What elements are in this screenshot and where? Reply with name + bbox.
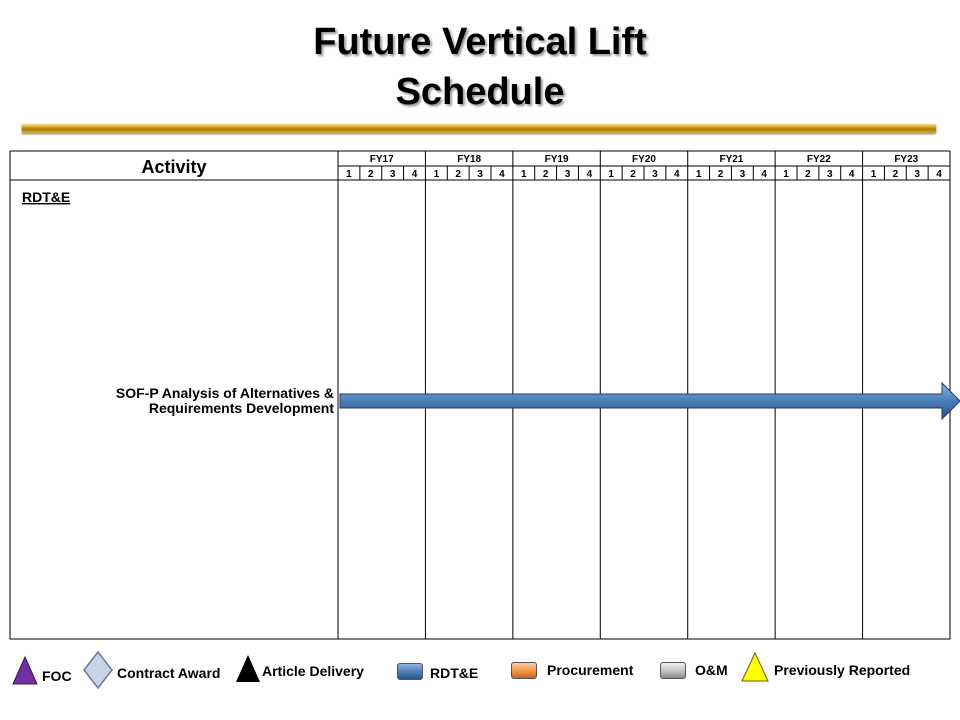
section-label-rdte: RDT&E (22, 189, 70, 205)
quarter-label: 4 (412, 169, 418, 180)
title-divider (22, 124, 936, 133)
quarter-label: 1 (783, 169, 789, 180)
legend-label-om: O&M (695, 662, 728, 678)
fiscal-year-label: FY22 (807, 154, 831, 165)
legend-swatch-rdte (397, 663, 423, 680)
quarter-label: 1 (346, 169, 352, 180)
quarter-label: 4 (587, 169, 593, 180)
quarter-label: 2 (455, 169, 461, 180)
fiscal-year-label: FY20 (632, 154, 656, 165)
quarter-label: 4 (674, 169, 680, 180)
quarter-label: 3 (827, 169, 833, 180)
fiscal-year-label: FY18 (457, 154, 481, 165)
quarter-label: 2 (543, 169, 549, 180)
legend-label-contract-award: Contract Award (117, 665, 221, 681)
quarter-label: 1 (871, 169, 877, 180)
fiscal-year-label: FY19 (545, 154, 569, 165)
quarter-label: 2 (718, 169, 724, 180)
task-label-line-1: SOF-P Analysis of Alternatives & (116, 385, 334, 401)
quarter-label: 4 (936, 169, 942, 180)
legend-swatch-procurement (511, 662, 537, 679)
task-bar-rdte-arrow (339, 381, 960, 421)
quarter-label: 1 (434, 169, 440, 180)
quarter-label: 3 (565, 169, 571, 180)
quarter-label: 3 (652, 169, 658, 180)
quarter-label: 3 (477, 169, 483, 180)
quarter-label: 2 (893, 169, 899, 180)
quarter-label: 2 (368, 169, 374, 180)
legend-label-article-delivery: Article Delivery (262, 663, 364, 679)
quarter-label: 4 (849, 169, 855, 180)
page-title-line-1: Future Vertical Lift (313, 21, 647, 63)
quarter-label: 3 (914, 169, 920, 180)
quarter-label: 1 (521, 169, 527, 180)
quarter-label: 4 (499, 169, 505, 180)
quarter-label: 3 (740, 169, 746, 180)
quarter-label: 4 (761, 169, 767, 180)
fiscal-year-label: FY21 (719, 154, 743, 165)
legend-label-previously-reported: Previously Reported (774, 662, 911, 678)
legend-label-procurement: Procurement (547, 662, 634, 678)
activity-header: Activity (141, 157, 206, 177)
fiscal-year-label: FY17 (370, 154, 394, 165)
quarter-label: 1 (608, 169, 614, 180)
quarter-label: 1 (696, 169, 702, 180)
legend-label-foc: FOC (42, 668, 72, 684)
quarter-label: 2 (630, 169, 636, 180)
page-title-line-2: Schedule (395, 71, 565, 113)
fiscal-year-label: FY23 (894, 154, 918, 165)
legend-label-rdte: RDT&E (430, 665, 479, 681)
quarter-label: 3 (390, 169, 396, 180)
task-label-line-2: Requirements Development (149, 400, 334, 416)
quarter-label: 2 (805, 169, 811, 180)
legend-swatch-om (660, 662, 686, 679)
